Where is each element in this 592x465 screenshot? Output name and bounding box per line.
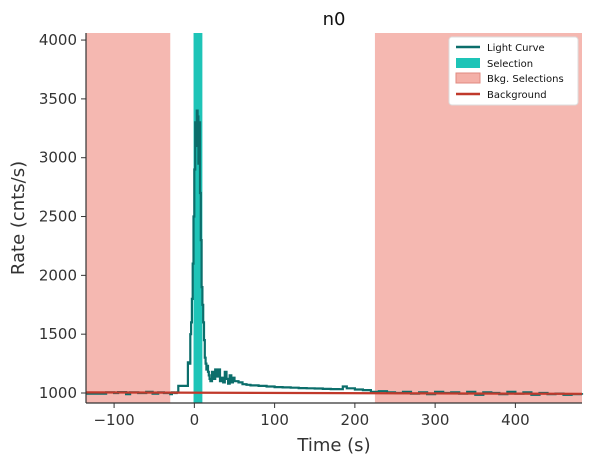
x-tick-label: 400 xyxy=(501,411,530,429)
legend-label-selection: Selection xyxy=(487,59,533,70)
y-tick-label: 2500 xyxy=(39,208,77,226)
y-tick-label: 3500 xyxy=(39,90,77,108)
y-tick-label: 1500 xyxy=(39,325,77,343)
x-tick-label: 100 xyxy=(260,411,289,429)
legend-label-background: Background xyxy=(487,90,547,101)
y-tick-label: 2000 xyxy=(39,266,77,284)
x-tick-label: 200 xyxy=(341,411,370,429)
x-tick-label: −100 xyxy=(93,411,134,429)
light-curve-line xyxy=(86,109,584,396)
legend-frame xyxy=(448,36,579,106)
y-axis-label: Rate (cnts/s) xyxy=(8,161,29,275)
y-tick-label: 1000 xyxy=(39,384,77,402)
legend-label-bkg-selections: Bkg. Selections xyxy=(487,74,564,85)
legend: Light Curve Selection Bkg. Selections Ba… xyxy=(448,36,579,106)
bkg-selection-span xyxy=(86,33,171,403)
y-tick-label: 3000 xyxy=(39,149,77,167)
x-axis-ticks: −100 0 100 200 300 400 xyxy=(93,403,530,429)
x-tick-label: 0 xyxy=(190,411,200,429)
selection-span-rect xyxy=(193,33,203,403)
background-series xyxy=(85,391,583,395)
chart-title: n0 xyxy=(323,9,346,30)
legend-swatch-selection xyxy=(456,58,480,68)
y-tick-label: 4000 xyxy=(39,31,77,49)
x-axis-label: Time (s) xyxy=(296,435,370,456)
selection-span xyxy=(193,33,203,403)
y-axis-ticks: 1000 1500 2000 2500 3000 3500 4000 xyxy=(39,31,86,402)
legend-swatch-bkg-selections xyxy=(455,72,481,84)
light-curve-series xyxy=(86,109,584,396)
legend-label-light-curve: Light Curve xyxy=(487,43,545,54)
x-tick-label: 300 xyxy=(421,411,450,429)
background-line xyxy=(85,391,583,395)
